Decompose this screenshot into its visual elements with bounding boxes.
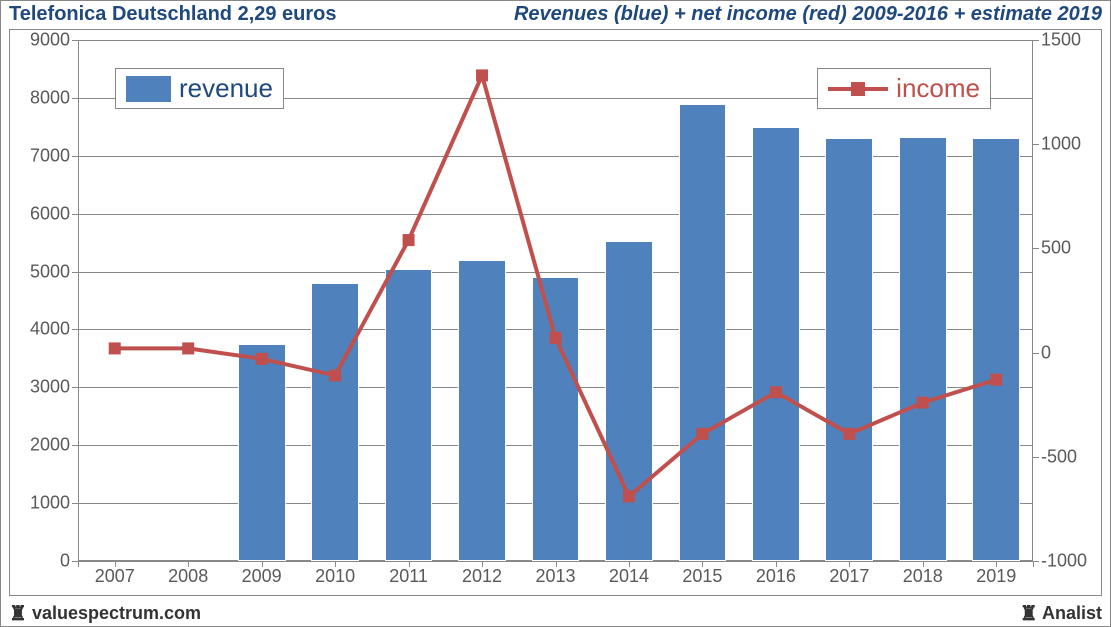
line-layer bbox=[78, 40, 1033, 561]
y-left-label: 3000 bbox=[18, 377, 70, 398]
x-label: 2011 bbox=[389, 566, 428, 587]
income-marker-2011 bbox=[403, 234, 415, 246]
chart-container: Telefonica Deutschland 2,29 euros Revenu… bbox=[0, 0, 1111, 627]
income-marker-2015 bbox=[696, 428, 708, 440]
x-label: 2019 bbox=[976, 566, 1016, 587]
footer-right: ♜ Analist bbox=[1020, 603, 1102, 624]
y-left-label: 6000 bbox=[18, 203, 70, 224]
y-left-label: 5000 bbox=[18, 261, 70, 282]
chart-area: 0100020003000400050006000700080009000-10… bbox=[9, 29, 1102, 596]
y-left-label: 7000 bbox=[18, 145, 70, 166]
y-left-label: 1000 bbox=[18, 493, 70, 514]
x-label: 2014 bbox=[609, 566, 649, 587]
x-label: 2013 bbox=[535, 566, 575, 587]
y-right-label: -1000 bbox=[1041, 551, 1093, 572]
income-marker-2016 bbox=[770, 386, 782, 398]
rook-icon: ♜ bbox=[1020, 604, 1038, 624]
x-label: 2016 bbox=[756, 566, 796, 587]
income-marker-2013 bbox=[550, 332, 562, 344]
y-right-label: -500 bbox=[1041, 446, 1093, 467]
y-left-label: 4000 bbox=[18, 319, 70, 340]
income-marker-2014 bbox=[623, 490, 635, 502]
footer-left: ♜ valuespectrum.com bbox=[9, 603, 201, 624]
grid-line bbox=[78, 561, 1033, 562]
x-label: 2007 bbox=[95, 566, 135, 587]
y-left-label: 0 bbox=[18, 551, 70, 572]
y-right-label: 0 bbox=[1041, 342, 1093, 363]
x-label: 2012 bbox=[462, 566, 502, 587]
legend-income-swatch bbox=[828, 76, 888, 102]
income-marker-2007 bbox=[109, 342, 121, 354]
legend-income: income bbox=[817, 68, 991, 109]
legend-revenue: revenue bbox=[115, 68, 284, 109]
title-left: Telefonica Deutschland 2,29 euros bbox=[9, 3, 337, 26]
income-line bbox=[115, 75, 997, 496]
legend-revenue-label: revenue bbox=[179, 73, 273, 104]
rook-icon: ♜ bbox=[9, 604, 27, 624]
chart-header: Telefonica Deutschland 2,29 euros Revenu… bbox=[1, 1, 1110, 28]
income-marker-2012 bbox=[476, 69, 488, 81]
income-marker-2008 bbox=[182, 342, 194, 354]
y-left-label: 8000 bbox=[18, 87, 70, 108]
x-label: 2009 bbox=[242, 566, 282, 587]
x-label: 2008 bbox=[168, 566, 208, 587]
x-label: 2010 bbox=[315, 566, 355, 587]
income-marker-2010 bbox=[329, 370, 341, 382]
x-label: 2018 bbox=[903, 566, 943, 587]
y-right-label: 1000 bbox=[1041, 134, 1093, 155]
y-right-label: 1500 bbox=[1041, 30, 1093, 51]
legend-revenue-swatch bbox=[126, 76, 171, 102]
footer: ♜ valuespectrum.com ♜ Analist bbox=[9, 603, 1102, 624]
y-right-label: 500 bbox=[1041, 238, 1093, 259]
income-marker-2018 bbox=[917, 397, 929, 409]
title-right: Revenues (blue) + net income (red) 2009-… bbox=[514, 3, 1102, 26]
x-label: 2015 bbox=[682, 566, 722, 587]
income-marker-2009 bbox=[256, 353, 268, 365]
y-left-label: 9000 bbox=[18, 30, 70, 51]
income-marker-2017 bbox=[843, 428, 855, 440]
legend-income-label: income bbox=[896, 73, 980, 104]
y-left-label: 2000 bbox=[18, 435, 70, 456]
plot-area: 0100020003000400050006000700080009000-10… bbox=[78, 40, 1033, 561]
income-marker-2019 bbox=[990, 374, 1002, 386]
x-label: 2017 bbox=[829, 566, 869, 587]
